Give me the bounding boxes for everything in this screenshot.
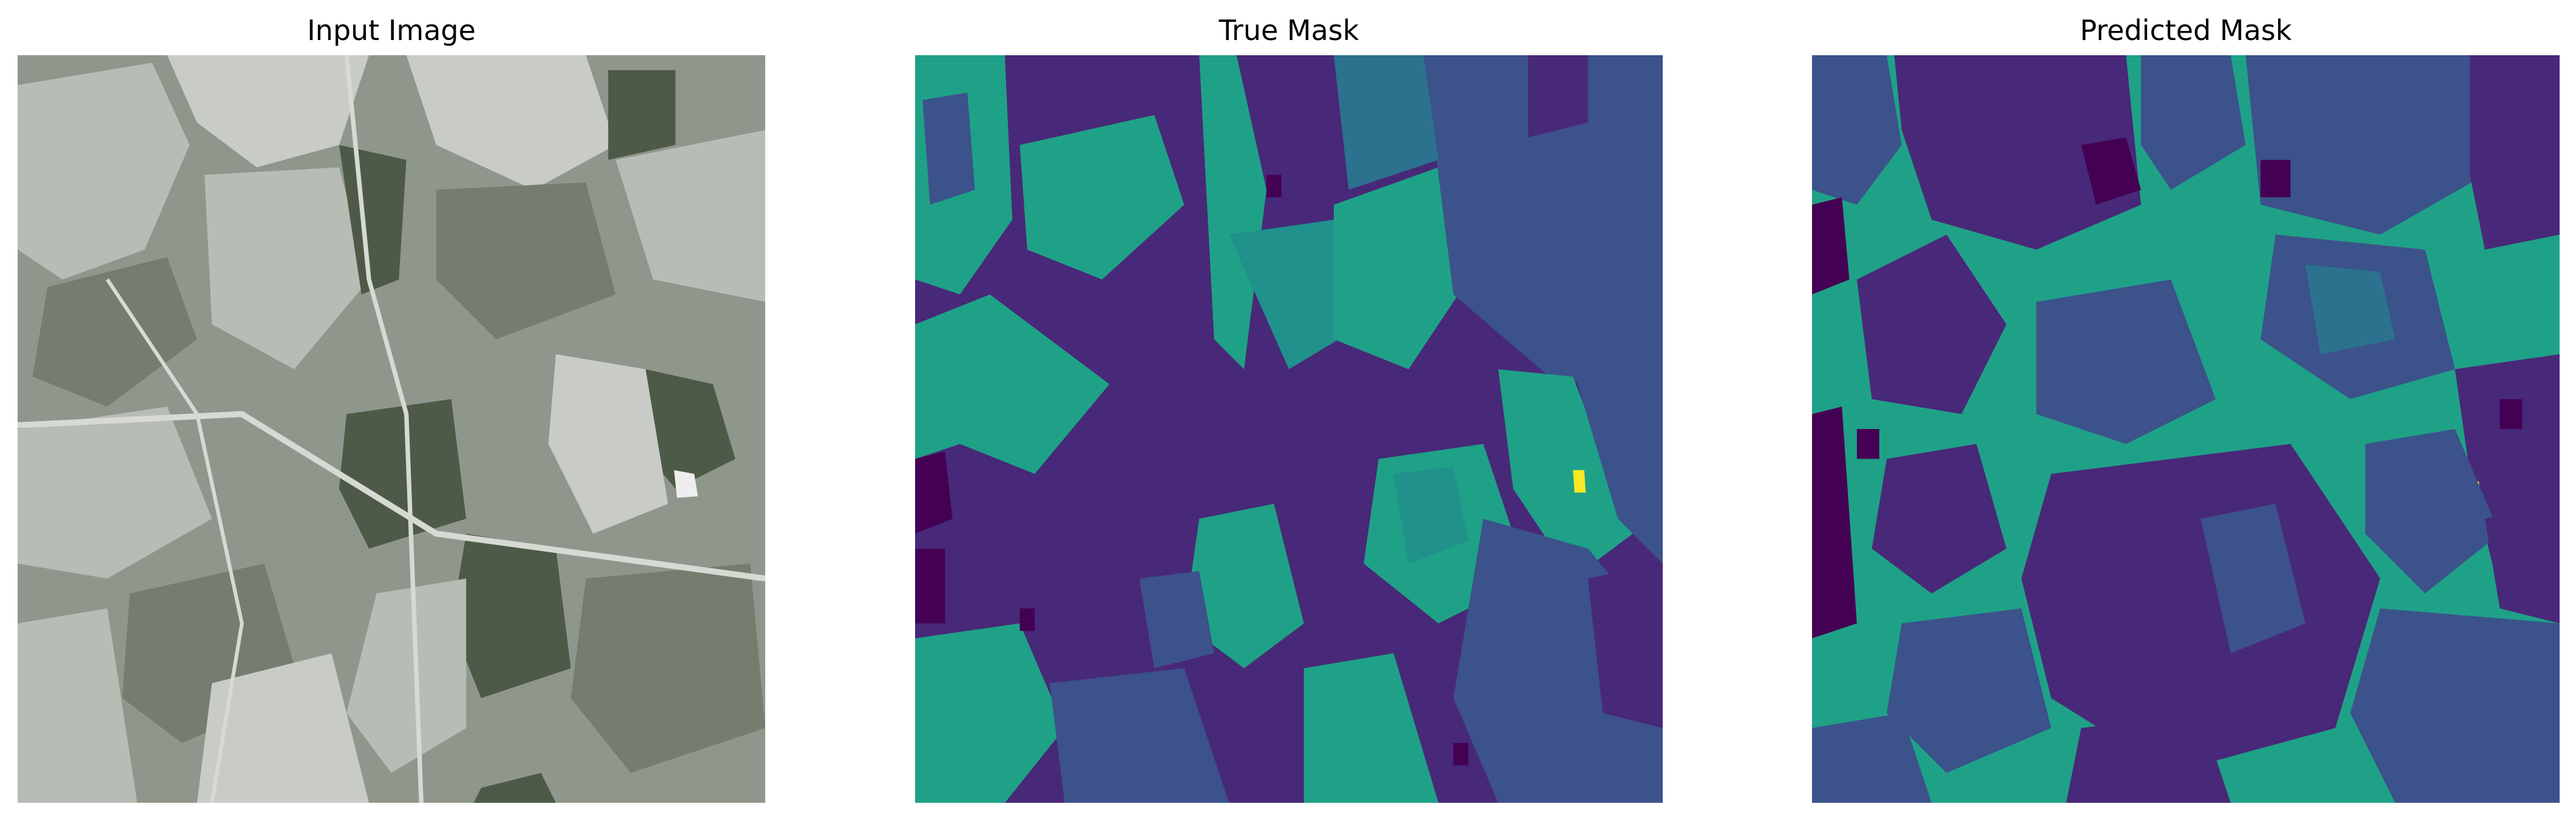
predicted-mask-image (1812, 55, 2560, 803)
predicted-mask-canvas (1812, 55, 2560, 803)
input-image-title: Input Image (307, 14, 476, 47)
true-mask-panel: True Mask (915, 0, 1663, 821)
true-mask-title: True Mask (1219, 14, 1359, 47)
predicted-mask-panel: Predicted Mask (1812, 0, 2560, 821)
true-mask-canvas (915, 55, 1663, 803)
input-image-canvas (18, 55, 765, 803)
true-mask-image (915, 55, 1663, 803)
input-image (18, 55, 765, 803)
input-image-panel: Input Image (18, 0, 765, 821)
predicted-mask-title: Predicted Mask (2080, 14, 2292, 47)
